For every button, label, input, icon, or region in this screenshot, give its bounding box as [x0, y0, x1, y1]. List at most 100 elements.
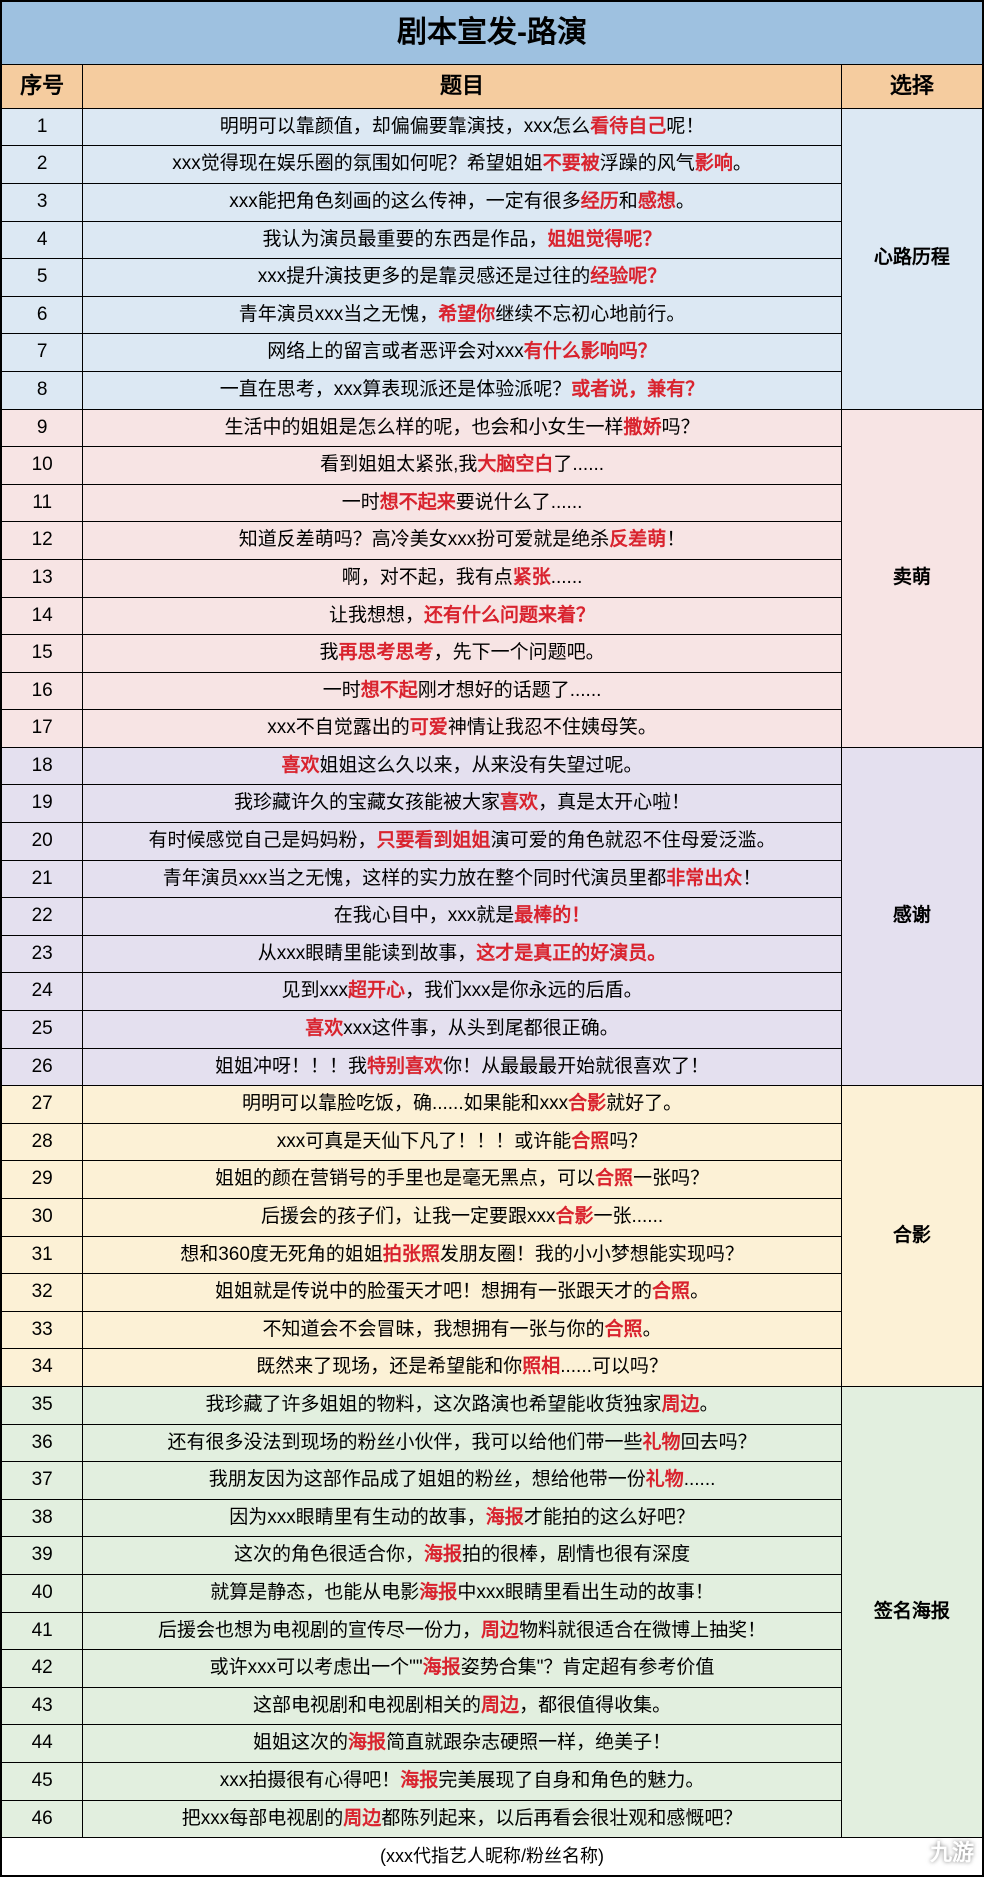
table-row: 8一直在思考，xxx算表现派还是体验派呢？或者说，兼有？: [1, 371, 983, 409]
question-cell: 这部电视剧和电视剧相关的周边，都很值得收集。: [83, 1687, 841, 1725]
table-row: 46把xxx每部电视剧的周边都陈列起来，以后再看会很壮观和感慨吧？: [1, 1800, 983, 1838]
text: 看到姐姐太紧张,我: [320, 454, 477, 475]
row-number: 19: [1, 785, 83, 823]
text: 继续不忘初心地前行。: [495, 304, 685, 325]
highlight-text: 合照: [571, 1131, 609, 1152]
text: ......: [684, 1469, 716, 1490]
question-cell: 想和360度无死角的姐姐拍张照发朋友圈！我的小小梦想能实现吗？: [83, 1236, 841, 1274]
text: 不知道会不会冒昧，我想拥有一张与你的: [263, 1319, 605, 1340]
question-cell: 姐姐冲呀！！！我特别喜欢你！从最最最开始就很喜欢了！: [83, 1048, 841, 1086]
question-cell: 不知道会不会冒昧，我想拥有一张与你的合照。: [83, 1311, 841, 1349]
text: 和: [619, 191, 638, 212]
highlight-text: 反差萌: [609, 529, 666, 550]
row-number: 17: [1, 710, 83, 748]
row-number: 42: [1, 1650, 83, 1688]
text: 浮躁的风气: [600, 153, 695, 174]
row-number: 38: [1, 1499, 83, 1537]
text: 简直就跟杂志硬照一样，绝美子！: [386, 1732, 671, 1753]
table-row: 43这部电视剧和电视剧相关的周边，都很值得收集。: [1, 1687, 983, 1725]
text: 明明可以靠颜值，却偏偏要靠演技，xxx怎么: [220, 116, 591, 137]
highlight-text: 喜欢: [500, 792, 538, 813]
header-row: 序号 题目 选择: [1, 65, 983, 109]
table-row: 24见到xxx超开心，我们xxx是你永远的后盾。: [1, 973, 983, 1011]
table-row: 7网络上的留言或者恶评会对xxx有什么影响吗？: [1, 334, 983, 372]
question-cell: 这次的角色很适合你，海报拍的很棒，剧情也很有深度: [83, 1537, 841, 1575]
table-row: 17xxx不自觉露出的可爱神情让我忍不住姨母笑。: [1, 710, 983, 748]
row-number: 41: [1, 1612, 83, 1650]
question-cell: 还有很多没法到现场的粉丝小伙伴，我可以给他们带一些礼物回去吗？: [83, 1424, 841, 1462]
table-row: 12知道反差萌吗？高冷美女xxx扮可爱就是绝杀反差萌！: [1, 522, 983, 560]
question-cell: xxx觉得现在娱乐圈的氛围如何呢？希望姐姐不要被浮躁的风气影响。: [83, 146, 841, 184]
text: 一时: [342, 492, 380, 513]
text: 让我想想，: [329, 605, 424, 626]
text: 见到xxx: [282, 980, 349, 1001]
question-cell: 就算是静态，也能从电影海报中xxx眼睛里看出生动的故事！: [83, 1574, 841, 1612]
row-number: 3: [1, 183, 83, 221]
question-cell: 我珍藏了许多姐姐的物料，这次路演也希望能收货独家周边。: [83, 1386, 841, 1424]
question-cell: 或许xxx可以考虑出一个""海报姿势合集"？肯定超有参考价值: [83, 1650, 841, 1688]
question-cell: 一时想不起刚才想好的话题了......: [83, 672, 841, 710]
text: 姐姐冲呀！！！我: [215, 1056, 367, 1077]
table-row: 31想和360度无死角的姐姐拍张照发朋友圈！我的小小梦想能实现吗？: [1, 1236, 983, 1274]
row-number: 9: [1, 409, 83, 447]
question-cell: 我珍藏许久的宝藏女孩能被大家喜欢，真是太开心啦！: [83, 785, 841, 823]
text: 就好了。: [606, 1093, 682, 1114]
text: 生活中的姐姐是怎么样的呢，也会和小女生一样: [225, 417, 624, 438]
text: 我珍藏许久的宝藏女孩能被大家: [234, 792, 500, 813]
question-cell: 见到xxx超开心，我们xxx是你永远的后盾。: [83, 973, 841, 1011]
text: 后援会的孩子们，让我一定要跟xxx: [261, 1206, 556, 1227]
highlight-text: 周边: [481, 1620, 519, 1641]
row-number: 28: [1, 1123, 83, 1161]
question-cell: 在我心目中，xxx就是最棒的！: [83, 898, 841, 936]
highlight-text: 合照: [595, 1168, 633, 1189]
highlight-text: 姐姐觉得呢？: [548, 229, 662, 250]
question-cell: 一直在思考，xxx算表现派还是体验派呢？或者说，兼有？: [83, 371, 841, 409]
table-row: 11一时想不起来要说什么了......: [1, 484, 983, 522]
table-row: 27明明可以靠脸吃饭，确......如果能和xxx合影就好了。合影: [1, 1086, 983, 1124]
highlight-text: 礼物: [643, 1432, 681, 1453]
row-number: 14: [1, 597, 83, 635]
highlight-text: 海报: [400, 1770, 438, 1791]
text: 发朋友圈！我的小小梦想能实现吗？: [440, 1244, 744, 1265]
highlight-text: 合照: [605, 1319, 643, 1340]
table-row: 14让我想想，还有什么问题来着？: [1, 597, 983, 635]
text: xxx能把角色刻画的这么传神，一定有很多: [229, 191, 581, 212]
question-cell: 喜欢xxx这件事，从头到尾都很正确。: [83, 1011, 841, 1049]
table-row: 25喜欢xxx这件事，从头到尾都很正确。: [1, 1011, 983, 1049]
highlight-text: 只要看到姐姐: [377, 830, 491, 851]
question-cell: 后援会的孩子们，让我一定要跟xxx合影一张......: [83, 1199, 841, 1237]
text: 这次的角色很适合你，: [234, 1544, 424, 1565]
question-cell: 青年演员xxx当之无愧，这样的实力放在整个同时代演员里都非常出众！: [83, 860, 841, 898]
highlight-text: 有什么影响吗？: [524, 341, 657, 362]
row-number: 1: [1, 108, 83, 146]
question-cell: 网络上的留言或者恶评会对xxx有什么影响吗？: [83, 334, 841, 372]
row-number: 15: [1, 635, 83, 673]
table-row: 45xxx拍摄很有心得吧！海报完美展现了自身和角色的魅力。: [1, 1762, 983, 1800]
text: ，先下一个问题吧。: [434, 642, 605, 663]
table-row: 10看到姐姐太紧张,我大脑空白了......: [1, 447, 983, 485]
text: 姐姐就是传说中的脸蛋天才吧！想拥有一张跟天才的: [215, 1281, 652, 1302]
highlight-text: 影响: [695, 153, 733, 174]
highlight-text: 合照: [652, 1281, 690, 1302]
highlight-text: 非常出众: [666, 868, 742, 889]
table-row: 41后援会也想为电视剧的宣传尽一份力，周边物料就很适合在微博上抽奖！: [1, 1612, 983, 1650]
text: 一张......: [593, 1206, 663, 1227]
table-row: 28xxx可真是天仙下凡了！！！或许能合照吗？: [1, 1123, 983, 1161]
table-row: 4我认为演员最重要的东西是作品，姐姐觉得呢？: [1, 221, 983, 259]
table-row: 1明明可以靠颜值，却偏偏要靠演技，xxx怎么看待自己呢！心路历程: [1, 108, 983, 146]
question-cell: 姐姐的颜在营销号的手里也是毫无黑点，可以合照一张吗？: [83, 1161, 841, 1199]
table-row: 37我朋友因为这部作品成了姐姐的粉丝，想给他带一份礼物......: [1, 1462, 983, 1500]
text: ......: [551, 567, 583, 588]
highlight-text: 超开心: [348, 980, 405, 1001]
row-number: 18: [1, 747, 83, 785]
text: 我: [320, 642, 339, 663]
row-number: 10: [1, 447, 83, 485]
text: 我珍藏了许多姐姐的物料，这次路演也希望能收货独家: [206, 1394, 662, 1415]
row-number: 25: [1, 1011, 83, 1049]
table-row: 5xxx提升演技更多的是靠灵感还是过往的经验呢？: [1, 259, 983, 297]
roadshow-table: 剧本宣发-路演 序号 题目 选择 1明明可以靠颜值，却偏偏要靠演技，xxx怎么看…: [0, 0, 984, 1877]
highlight-text: 喜欢: [305, 1018, 343, 1039]
row-number: 21: [1, 860, 83, 898]
text: 啊，对不起，我有点: [342, 567, 513, 588]
row-number: 11: [1, 484, 83, 522]
